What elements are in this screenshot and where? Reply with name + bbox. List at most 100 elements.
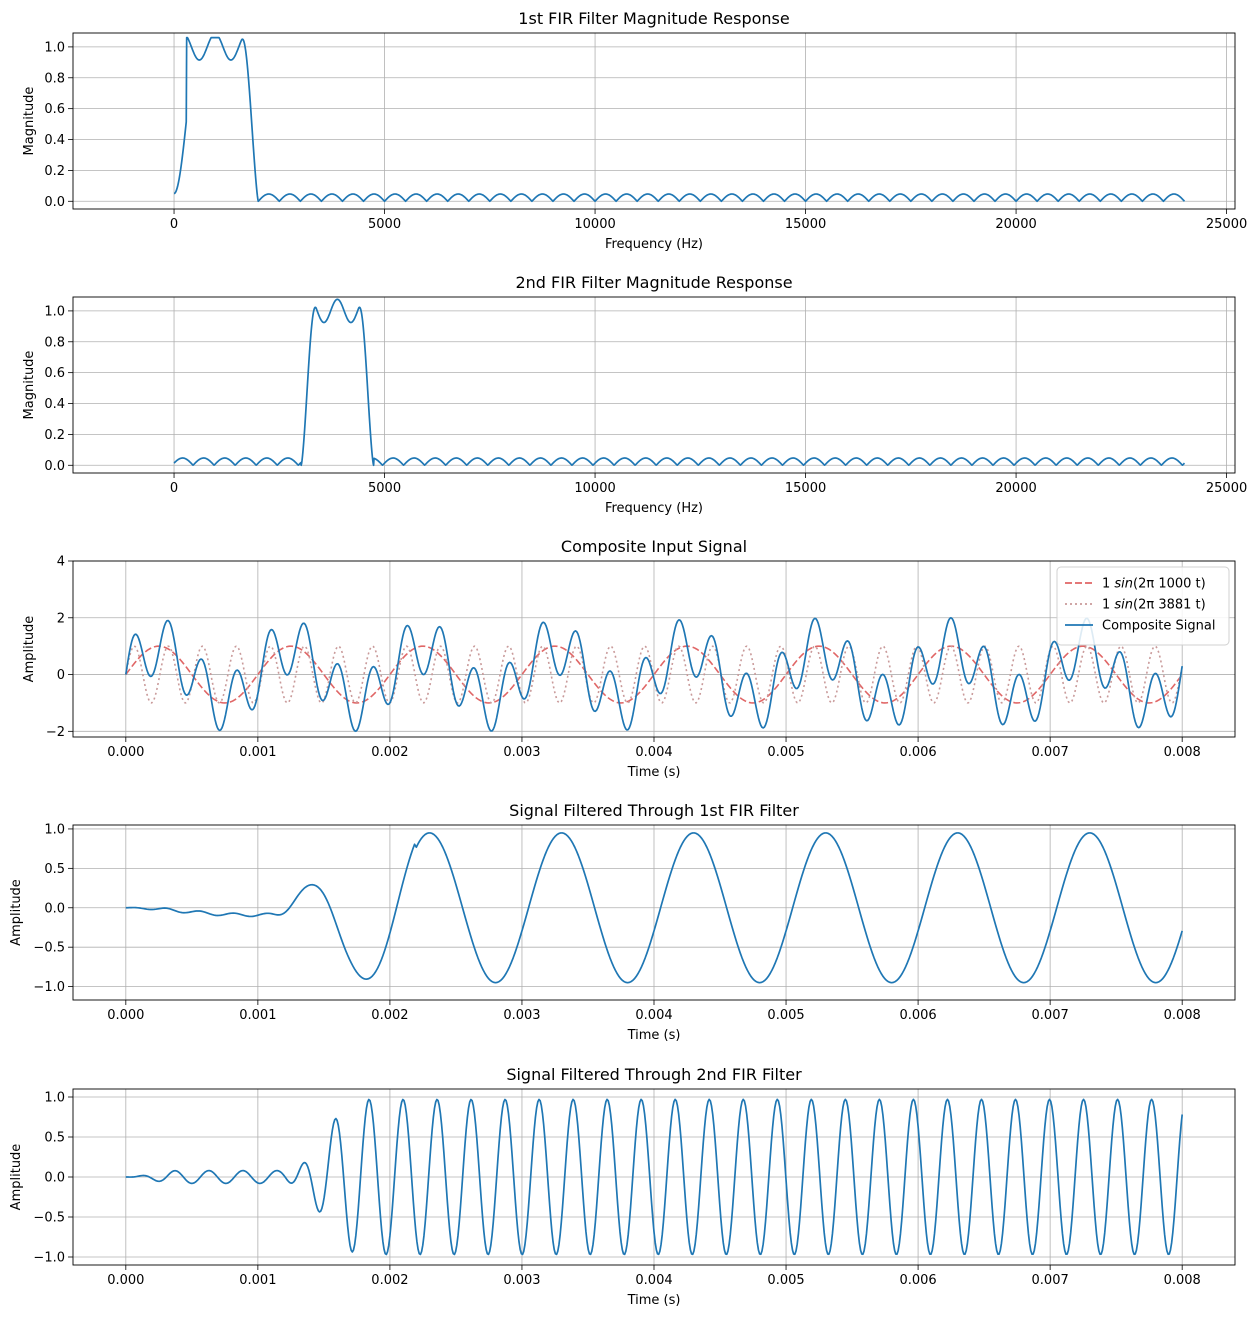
x-tick-label: 0 (170, 481, 178, 496)
subplot-4: 0.000 0.001 0.002 0.003 0.004 0.005 0.006 0.007… (9, 801, 1236, 1043)
x-tick-label: 0.007 (1032, 1008, 1069, 1023)
y-tick-label: 0.2 (44, 164, 65, 179)
series-line-1-sin-2-3881-t- (125, 645, 1183, 704)
x-tick-label: 0.003 (503, 1273, 540, 1288)
y-tick-label: 0.5 (44, 862, 65, 877)
y-tick-label: 0.6 (44, 102, 65, 117)
y-tick-label: 0.8 (44, 335, 65, 350)
x-tick-label: 0.001 (239, 745, 276, 760)
x-tick-label: 15000 (785, 217, 826, 232)
chart-title: 2nd FIR Filter Magnitude Response (515, 273, 792, 292)
chart-title: Signal Filtered Through 2nd FIR Filter (506, 1065, 802, 1084)
x-tick-label: 0.000 (107, 1273, 144, 1288)
x-tick-label: 0.002 (371, 1273, 408, 1288)
legend: 1 sin(2π 1000 t) 1 sin(2π 3881 t) Composit… (1056, 566, 1230, 646)
chart-title: Signal Filtered Through 1st FIR Filter (509, 801, 799, 820)
subplot-1: 0 5000 10000 15000 20000 25000 0.0 0.2 0.4 0.6 0.8… (22, 9, 1247, 252)
series-line-filtered-signal (125, 832, 1183, 984)
x-tick-label: 0.005 (767, 1273, 804, 1288)
y-tick-label: −1.0 (33, 1251, 65, 1266)
legend-label: 1 sin(2π 1000 t) (1102, 577, 1206, 592)
x-tick-label: 0.004 (635, 1273, 672, 1288)
y-tick-label: 0 (57, 668, 65, 683)
axes-frame (72, 32, 1236, 210)
x-tick-label: 0.002 (371, 1008, 408, 1023)
x-tick-label: 0.008 (1164, 745, 1201, 760)
x-tick-label: 25000 (1206, 217, 1247, 232)
axes-frame (72, 824, 1236, 1001)
x-tick-label: 5000 (368, 481, 401, 496)
y-tick-label: 0.0 (44, 195, 65, 210)
x-tick-label: 0.000 (107, 1008, 144, 1023)
x-tick-label: 10000 (574, 217, 615, 232)
x-tick-label: 0.006 (899, 745, 936, 760)
y-tick-label: −0.5 (33, 941, 65, 956)
y-axis-label: Amplitude (22, 616, 37, 683)
x-tick-label: 0.003 (503, 1008, 540, 1023)
x-tick-label: 0.002 (371, 745, 408, 760)
x-tick-label: 0.005 (767, 1008, 804, 1023)
y-tick-label: 4 (57, 555, 65, 570)
axes-frame (72, 560, 1236, 738)
subplot-3: 0.000 0.001 0.002 0.003 0.004 0.005 0.006 0.007… (22, 537, 1236, 780)
x-axis-label: Time (s) (627, 765, 681, 780)
series-line-filtered-signal (125, 1098, 1184, 1256)
x-tick-label: 0.006 (899, 1273, 936, 1288)
x-tick-label: 15000 (785, 481, 826, 496)
y-tick-label: 0.5 (44, 1131, 65, 1146)
x-tick-label: 20000 (995, 217, 1036, 232)
x-tick-label: 5000 (368, 217, 401, 232)
x-tick-label: 0.008 (1164, 1273, 1201, 1288)
x-tick-label: 20000 (995, 481, 1036, 496)
chart-title: Composite Input Signal (561, 537, 747, 556)
series-line-composite-signal (124, 616, 1184, 733)
axes-frame (72, 296, 1236, 474)
y-tick-label: 0.4 (44, 133, 65, 148)
series-line-1-sin-2-1000-t- (125, 645, 1183, 704)
y-tick-label: −2 (46, 725, 65, 740)
y-tick-label: 1.0 (44, 822, 65, 837)
y-tick-label: 1.0 (44, 304, 65, 319)
y-tick-label: 0.8 (44, 71, 65, 86)
series-line-magnitude-response (173, 298, 1186, 467)
x-tick-label: 0.004 (635, 745, 672, 760)
y-tick-label: 0.0 (44, 459, 65, 474)
x-tick-label: 0.005 (767, 745, 804, 760)
y-tick-label: 1.0 (44, 1091, 65, 1106)
legend-frame (1056, 566, 1230, 646)
y-tick-label: 0.2 (44, 428, 65, 443)
subplot-2: 0 5000 10000 15000 20000 25000 0.0 0.2 0.4 0.6 0.8… (22, 273, 1247, 516)
subplot-5: 0.000 0.001 0.002 0.003 0.004 0.005 0.006 0.007… (9, 1065, 1236, 1308)
x-axis-label: Time (s) (627, 1028, 681, 1043)
x-tick-label: 0.001 (239, 1008, 276, 1023)
x-tick-label: 0.003 (503, 745, 540, 760)
x-axis-label: Time (s) (627, 1293, 681, 1308)
y-tick-label: 1.0 (44, 40, 65, 55)
x-tick-label: 10000 (574, 481, 615, 496)
legend-label: Composite Signal (1102, 619, 1215, 634)
y-tick-label: 0.0 (44, 901, 65, 916)
x-tick-label: 0.008 (1164, 1008, 1201, 1023)
x-tick-label: 0.004 (635, 1008, 672, 1023)
y-axis-label: Magnitude (22, 351, 37, 420)
series-line-magnitude-response (173, 36, 1186, 203)
chart-title: 1st FIR Filter Magnitude Response (518, 9, 789, 28)
x-tick-label: 0.000 (107, 745, 144, 760)
y-axis-label: Amplitude (9, 879, 24, 946)
y-tick-label: 0.4 (44, 397, 65, 412)
y-axis-label: Magnitude (22, 87, 37, 156)
x-tick-label: 0.001 (239, 1273, 276, 1288)
x-tick-label: 0.006 (899, 1008, 936, 1023)
x-tick-label: 25000 (1206, 481, 1247, 496)
y-axis-label: Amplitude (9, 1144, 24, 1211)
y-tick-label: −0.5 (33, 1211, 65, 1226)
y-tick-label: 0.6 (44, 366, 65, 381)
legend-label: 1 sin(2π 3881 t) (1102, 598, 1206, 613)
y-tick-label: 0.0 (44, 1171, 65, 1186)
y-tick-label: −1.0 (33, 980, 65, 995)
x-axis-label: Frequency (Hz) (605, 237, 703, 252)
y-tick-label: 2 (57, 611, 65, 626)
x-tick-label: 0.007 (1032, 1273, 1069, 1288)
x-axis-label: Frequency (Hz) (605, 501, 703, 516)
